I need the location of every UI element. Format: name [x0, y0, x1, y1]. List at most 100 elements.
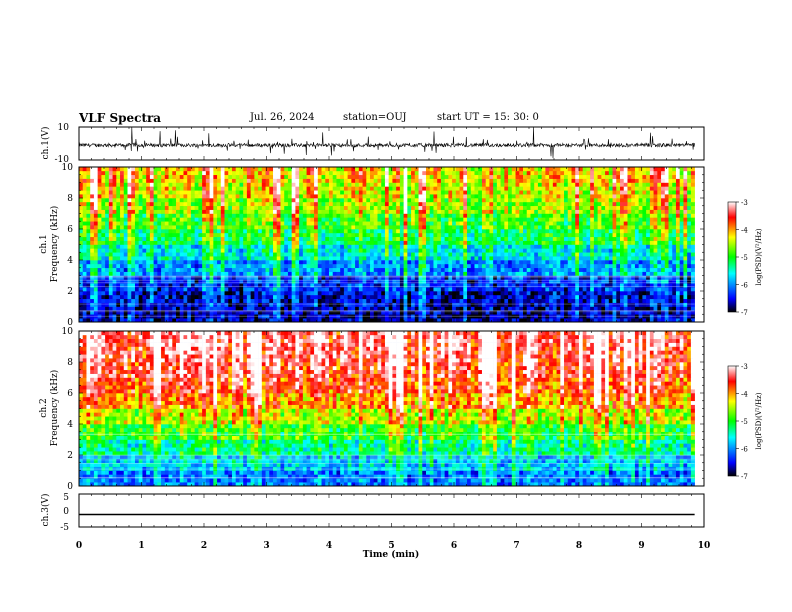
spectrogram-cell	[317, 236, 322, 241]
spectrogram-cell	[142, 318, 147, 323]
spectrogram-cell	[239, 256, 244, 261]
spectrogram-cell	[190, 291, 195, 296]
spectrogram-cell	[638, 221, 643, 226]
spectrogram-cell	[508, 294, 513, 300]
spectrogram-cell	[679, 229, 684, 234]
spectrogram-cell	[683, 302, 688, 307]
spectrogram-cell	[276, 287, 281, 292]
spectrogram-cell	[213, 318, 218, 323]
spectrogram-cell	[343, 283, 348, 288]
spectrogram-cell	[541, 217, 546, 222]
spectrogram-cell	[86, 302, 91, 307]
spectrogram-cell	[496, 302, 501, 307]
spectrogram-cell	[258, 263, 263, 269]
spectrogram-cell	[470, 248, 475, 253]
spectrogram-cell	[388, 267, 393, 272]
spectrogram-cell	[343, 294, 348, 300]
spectrogram-cell	[153, 302, 158, 307]
spectrogram-cell	[493, 260, 498, 265]
spectrogram-cell	[258, 256, 263, 261]
spectrogram-cell	[530, 314, 535, 319]
spectrogram-cell	[627, 225, 632, 230]
spectrogram-cell	[231, 294, 236, 300]
spectrogram-cell	[616, 256, 621, 261]
spectrogram-cell	[597, 298, 602, 303]
spectrogram-cell	[321, 213, 326, 218]
spectrogram-cell	[90, 260, 95, 265]
spectrogram-cell	[355, 263, 360, 269]
spectrogram-cell	[649, 298, 654, 303]
spectrogram-cell	[489, 256, 494, 261]
spectrogram-cell	[299, 209, 304, 214]
spectrogram-cell	[422, 248, 427, 253]
spectrogram-cell	[429, 310, 434, 315]
spectrogram-cell	[112, 205, 117, 210]
spectrogram-cell	[254, 205, 259, 210]
spectrogram-cell	[120, 209, 125, 214]
spectrogram-cell	[504, 221, 509, 226]
spectrogram-cell	[657, 310, 662, 315]
spectrogram-cell	[493, 279, 498, 284]
spectrogram-cell	[422, 209, 427, 214]
spectrogram-cell	[179, 244, 184, 249]
spectrogram-cell	[131, 248, 136, 253]
spectrogram-cell	[276, 314, 281, 319]
spectrogram-cell	[336, 229, 341, 234]
spectrogram-cell	[265, 306, 270, 311]
spectrogram-cell	[444, 209, 449, 214]
spectrogram-cell	[481, 244, 486, 249]
spectrogram-cell	[172, 291, 177, 296]
spectrogram-cell	[675, 244, 680, 249]
spectrogram-cell	[231, 213, 236, 218]
spectrogram-cell	[627, 232, 632, 238]
spectrogram-cell	[463, 217, 468, 222]
ch1-spectrogram	[79, 167, 695, 323]
spectrogram-cell	[90, 267, 95, 272]
spectrogram-cell	[377, 256, 382, 261]
spectrogram-cell	[108, 283, 113, 288]
spectrogram-cell	[310, 263, 315, 269]
spectrogram-cell	[679, 279, 684, 284]
spectrogram-cell	[287, 275, 292, 280]
spectrogram-cell	[217, 298, 222, 303]
spectrogram-cell	[224, 275, 229, 280]
spectrogram-cell	[590, 236, 595, 241]
spectrogram-cell	[198, 252, 203, 257]
spectrogram-cell	[601, 248, 606, 253]
spectrogram-cell	[273, 229, 278, 234]
spectrogram-cell	[478, 263, 483, 269]
spectrogram-cell	[459, 217, 464, 222]
spectrogram-cell	[321, 232, 326, 238]
spectrogram-cell	[276, 229, 281, 234]
spectrogram-cell	[332, 236, 337, 241]
spectrogram-cell	[631, 287, 636, 292]
spectrogram-cell	[567, 275, 572, 280]
spectrogram-cell	[325, 221, 330, 226]
spectrogram-cell	[556, 314, 561, 319]
spectrogram-cell	[79, 221, 84, 226]
spectrogram-cell	[627, 209, 632, 214]
spectrogram-cell	[340, 244, 345, 249]
spectrogram-cell	[332, 244, 337, 249]
spectrogram-cell	[217, 275, 222, 280]
spectrogram-cell	[142, 240, 147, 245]
spectrogram-cell	[418, 240, 423, 245]
spectrogram-cell	[86, 260, 91, 265]
spectrogram-cell	[194, 236, 199, 241]
spectrogram-cell	[444, 271, 449, 276]
spectrogram-cell	[131, 209, 136, 214]
spectrogram-cell	[537, 240, 542, 245]
spectrogram-cell	[183, 263, 188, 269]
spectrogram-cell	[217, 291, 222, 296]
spectrogram-cell	[675, 225, 680, 230]
spectrogram-cell	[523, 260, 528, 265]
spectrogram-cell	[634, 221, 639, 226]
spectrogram-cell	[605, 298, 610, 303]
spectrogram-cell	[246, 225, 251, 230]
spectrogram-cell	[209, 263, 214, 269]
spectrogram-cell	[642, 240, 647, 245]
spectrogram-cell	[508, 256, 513, 261]
spectrogram-cell	[105, 225, 110, 230]
spectrogram-cell	[646, 291, 651, 296]
spectrogram-cell	[120, 275, 125, 280]
